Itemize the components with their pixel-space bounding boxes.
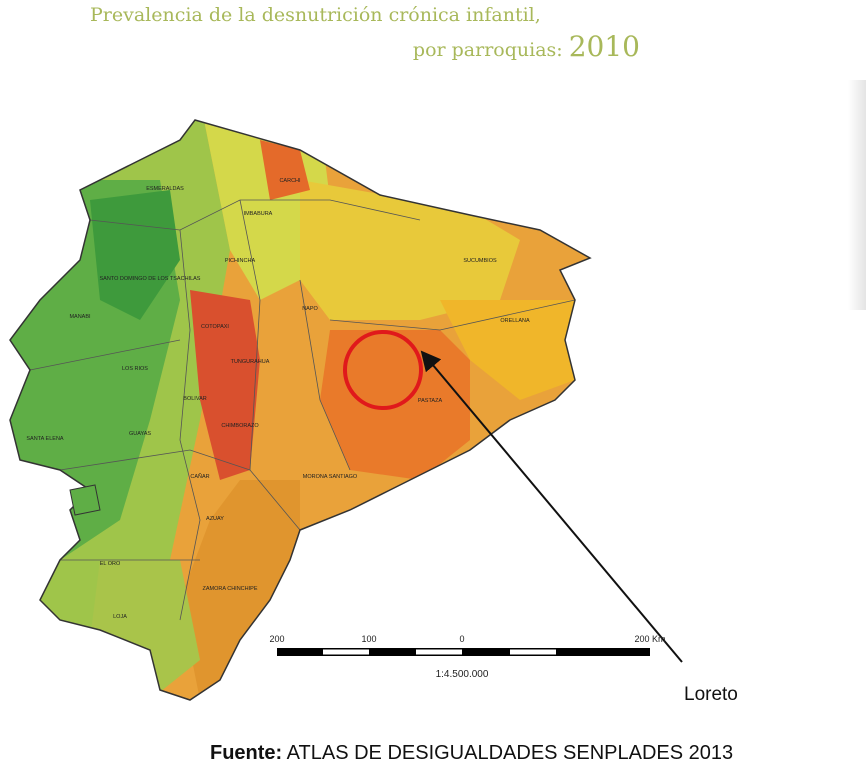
edge-shadow (848, 80, 866, 310)
province-label: SUCUMBIOS (463, 258, 497, 264)
scale-tick-label: 100 (361, 634, 376, 644)
title-line-1: Prevalencia de la desnutrición crónica i… (90, 4, 541, 26)
province-label: MANABI (69, 314, 91, 320)
province-label: BOLIVAR (183, 396, 206, 402)
scale-tick-label: 200 Km (634, 634, 665, 644)
province-label: CARCHI (279, 178, 301, 184)
title-year: 2010 (568, 30, 640, 63)
province-label: AZUAY (206, 516, 224, 522)
scale-labels: 200 100 0 200 Km (269, 634, 665, 644)
province-label: SANTO DOMINGO DE LOS TSACHILAS (100, 276, 201, 282)
title-line-2: por parroquias: 2010 (413, 30, 640, 63)
province-label: ORELLANA (500, 318, 530, 324)
scale-tick-label: 0 (459, 634, 464, 644)
map: ESMERALDAS CARCHI IMBABURA PICHINCHA SANTO D… (9, 119, 738, 705)
scale-tick-label: 200 (269, 634, 284, 644)
source: Fuente: ATLAS DE DESIGUALDADES SENPLADES… (210, 742, 733, 765)
province-label: PASTAZA (418, 398, 443, 404)
province-label: MORONA SANTIAGO (303, 474, 358, 480)
scale-ratio: 1:4.500.000 (436, 669, 489, 680)
source-text: ATLAS DE DESIGUALDADES SENPLADES 2013 (286, 742, 734, 764)
province-label: LOS RIOS (122, 366, 148, 372)
source-label: Fuente: (210, 742, 283, 764)
province-label: LOJA (113, 614, 127, 620)
province-label: TUNGURAHUA (231, 359, 270, 365)
province-label: PICHINCHA (225, 258, 256, 264)
province-labels: ESMERALDAS CARCHI IMBABURA PICHINCHA SANTO D… (26, 178, 530, 620)
province-label: ZAMORA CHINCHIPE (202, 586, 257, 592)
province-label: NAPO (302, 306, 318, 312)
province-label: IMBABURA (244, 211, 273, 217)
province-label: SANTA ELENA (26, 436, 64, 442)
annotation: Loreto (684, 684, 738, 705)
province-label: CHIMBORAZO (221, 423, 259, 429)
province-label: GUAYAS (129, 431, 151, 437)
province-label: CAÑAR (190, 473, 209, 480)
province-label: ESMERALDAS (146, 186, 184, 192)
scale-bar (277, 648, 650, 656)
province-borders (29, 199, 576, 621)
province-label: COTOPAXI (201, 324, 229, 330)
island (69, 484, 101, 516)
title-text: por parroquias: (412, 39, 563, 61)
province-label: EL ORO (100, 561, 121, 567)
annotation-arrow (420, 350, 683, 663)
